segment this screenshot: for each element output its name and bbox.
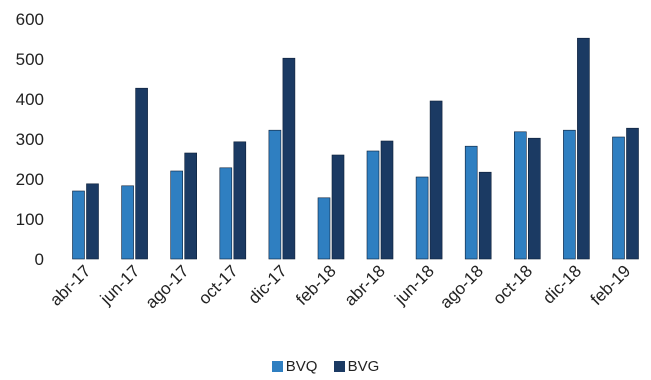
x-tick-label: dic-17 (245, 261, 291, 307)
legend-swatch-bvg (333, 361, 345, 372)
legend-item-bvq: BVQ (271, 358, 318, 375)
y-tick-label: 0 (35, 250, 44, 269)
x-tick-label: dic-18 (539, 261, 585, 307)
bar-bvg-jun-17 (135, 87, 148, 260)
bar-bvq-dic-17 (268, 129, 282, 260)
y-tick-label: 300 (16, 130, 44, 149)
bar-bvg-abr-17 (86, 183, 99, 260)
x-tick-label: abr-18 (341, 261, 389, 309)
bar-bvq-feb-19 (612, 136, 625, 260)
bar-bvg-ago-17 (184, 152, 197, 260)
bar-bvq-jun-18 (415, 176, 429, 260)
y-tick-label: 600 (16, 10, 44, 29)
y-tick-label: 400 (16, 90, 44, 109)
bar-bvg-feb-19 (626, 127, 639, 260)
bar-bvq-feb-18 (317, 197, 331, 260)
bar-bvq-oct-18 (513, 131, 527, 260)
bar-bvq-ago-17 (170, 170, 183, 260)
x-tick-label: feb-18 (292, 261, 340, 309)
bar-bvg-jun-18 (429, 100, 443, 260)
bar-bvg-dic-17 (282, 57, 296, 260)
legend-label-bvq: BVQ (285, 358, 318, 375)
y-tick-label: 500 (16, 50, 44, 69)
legend-item-bvg: BVG (333, 358, 380, 375)
x-tick-label: jun-18 (390, 261, 438, 309)
bar-bvg-dic-18 (577, 37, 590, 260)
x-tick-label: feb-19 (587, 261, 635, 309)
bar-bvq-oct-17 (219, 167, 233, 260)
x-tick-label: ago-18 (436, 261, 487, 312)
x-tick-label: abr-17 (46, 261, 94, 309)
bar-bvg-feb-18 (331, 154, 345, 260)
legend-swatch-bvq (271, 361, 283, 372)
bar-bvg-ago-18 (478, 171, 492, 260)
legend: BVQ BVG (0, 358, 651, 375)
bar-bvq-dic-18 (563, 129, 576, 260)
bars (72, 37, 639, 260)
x-tick-label: jun-17 (96, 261, 144, 309)
x-tick-label: oct-18 (489, 261, 536, 308)
legend-label-bvg: BVG (347, 358, 380, 375)
bar-bvq-jun-17 (121, 185, 134, 260)
bar-bvg-oct-17 (233, 141, 247, 260)
bar-bvq-abr-18 (366, 150, 380, 260)
y-tick-label: 100 (16, 210, 44, 229)
x-tick-label: oct-17 (195, 261, 242, 308)
bar-bvg-abr-18 (380, 140, 394, 260)
bar-bvq-abr-17 (72, 190, 85, 260)
bar-bvq-ago-18 (464, 145, 478, 260)
x-tick-label: ago-17 (142, 261, 193, 312)
bar-bvg-oct-18 (527, 137, 541, 260)
y-axis: 0 100 200 300 400 500 600 (16, 10, 44, 269)
y-tick-label: 200 (16, 170, 44, 189)
